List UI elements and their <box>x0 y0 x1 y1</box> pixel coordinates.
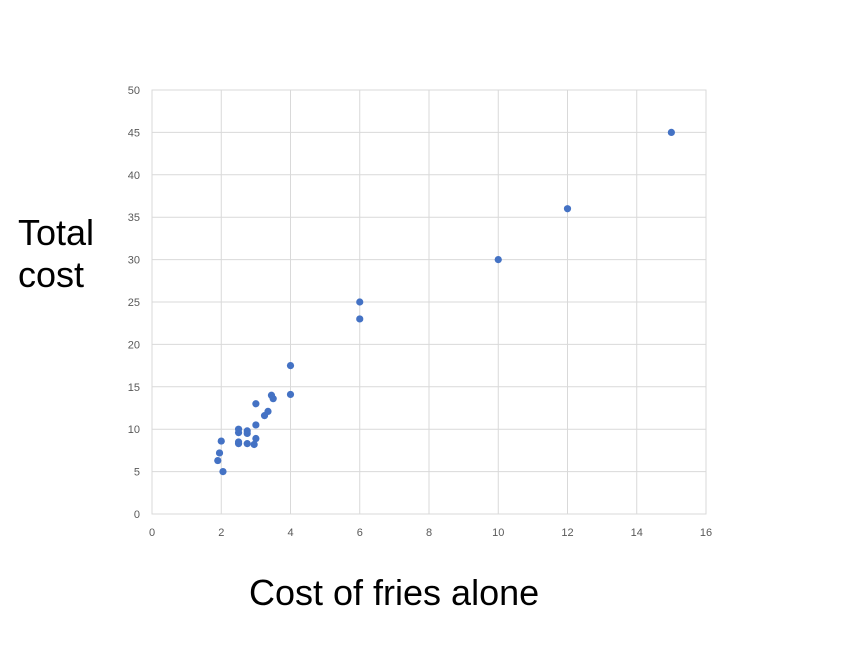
data-point <box>252 400 260 408</box>
y-tick-label: 30 <box>128 255 140 267</box>
data-point <box>215 449 224 457</box>
y-tick-label: 10 <box>128 424 140 436</box>
data-point <box>494 256 502 264</box>
x-tick-label: 6 <box>357 527 363 539</box>
data-points <box>214 128 675 476</box>
y-tick-label: 5 <box>134 467 140 479</box>
y-tick-label: 25 <box>128 297 140 309</box>
data-point <box>667 128 675 136</box>
data-point <box>286 390 295 399</box>
tick-labels: 0 5 10 15 20 25 30 35 40 45 50 0 2 4 6 8 10 12 14 16 <box>128 85 712 539</box>
y-axis-title: Total cost <box>18 212 95 295</box>
x-tick-label: 16 <box>700 527 712 539</box>
x-tick-label: 2 <box>218 527 224 539</box>
x-tick-label: 14 <box>631 527 643 539</box>
y-tick-label: 45 <box>128 127 140 139</box>
data-point <box>214 456 222 465</box>
x-tick-label: 12 <box>561 527 573 539</box>
data-point <box>217 437 225 445</box>
y-tick-label: 35 <box>128 212 140 224</box>
x-tick-label: 8 <box>426 527 432 539</box>
y-tick-label: 0 <box>134 509 140 521</box>
data-point <box>269 395 277 403</box>
data-point <box>234 440 243 448</box>
data-point <box>250 440 258 449</box>
y-tick-label: 40 <box>128 170 140 182</box>
data-point <box>264 407 272 415</box>
data-point <box>286 362 295 370</box>
y-tick-label: 50 <box>128 85 140 97</box>
x-tick-label: 4 <box>287 527 293 539</box>
y-tick-label: 15 <box>128 382 140 394</box>
data-point <box>252 434 260 443</box>
data-point <box>243 440 251 448</box>
plot-area-border <box>151 89 707 515</box>
data-point <box>356 315 364 323</box>
x-tick-label: 0 <box>149 527 155 539</box>
y-tick-label: 20 <box>128 339 140 351</box>
data-point <box>356 298 364 306</box>
data-point <box>234 428 243 437</box>
data-point <box>563 205 572 213</box>
x-axis-title: Cost of fries alone <box>249 572 540 613</box>
grid <box>151 89 707 515</box>
data-point <box>219 468 227 476</box>
data-point <box>243 429 251 438</box>
x-tick-label: 10 <box>492 527 504 539</box>
data-point <box>252 421 260 429</box>
